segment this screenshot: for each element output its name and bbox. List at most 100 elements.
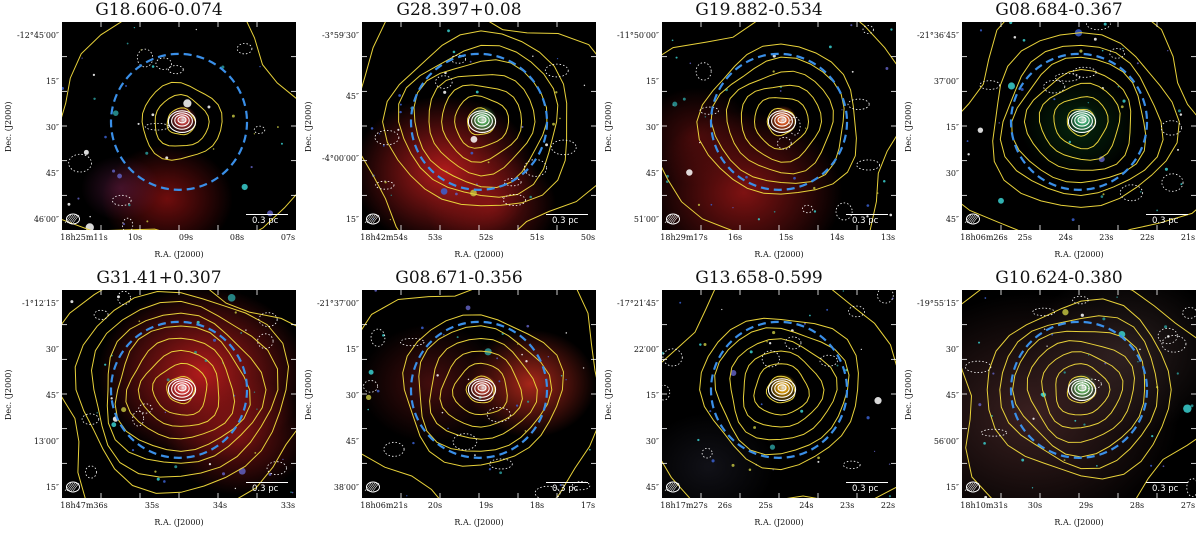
- star: [291, 491, 294, 494]
- star: [1179, 113, 1183, 116]
- ra-tick-label: 51s: [529, 233, 545, 242]
- star: [689, 62, 692, 65]
- negative-contour: [374, 130, 400, 146]
- star: [376, 389, 380, 393]
- star: [704, 116, 707, 118]
- dust-contour: [114, 325, 251, 452]
- negative-contour: [85, 465, 97, 479]
- negative-contour: [144, 122, 170, 131]
- star: [137, 122, 140, 125]
- panel-7: G13.658-0.599 0.3 pc -17°21′45″ 22′00″ 15″ 30…: [600, 268, 900, 536]
- star: [1177, 109, 1181, 113]
- star: [280, 142, 283, 145]
- star: [555, 91, 558, 94]
- dust-contour: [90, 300, 279, 478]
- star: [809, 314, 811, 317]
- dense-core-contour: [777, 116, 787, 124]
- star: [399, 110, 402, 114]
- star: [151, 65, 155, 68]
- star: [1100, 195, 1104, 198]
- star: [1063, 459, 1066, 462]
- negative-contour: [662, 384, 671, 401]
- star: [721, 308, 723, 311]
- star: [1137, 360, 1139, 363]
- dust-contour: [382, 30, 568, 207]
- star: [154, 470, 157, 473]
- negative-contour: [761, 350, 780, 368]
- negative-contour: [503, 178, 522, 187]
- star: [436, 374, 439, 377]
- ra-tick-label: 13s: [880, 233, 896, 242]
- star: [559, 483, 562, 487]
- dust-contour: [151, 362, 208, 416]
- negative-contour: [1186, 478, 1196, 497]
- panel-title: G19.882-0.534: [695, 0, 823, 20]
- beam-ellipse: [966, 481, 980, 493]
- dec-axis-label: Dec. (J2000): [4, 101, 13, 152]
- star: [769, 444, 776, 450]
- dec-axis-label: Dec. (J2000): [904, 101, 913, 152]
- star: [379, 133, 381, 135]
- dec-axis-label: Dec. (J2000): [904, 369, 913, 420]
- star: [1180, 183, 1183, 186]
- negative-contour: [253, 125, 266, 134]
- negative-contour: [1109, 48, 1125, 59]
- star: [70, 300, 74, 304]
- negative-contour: [819, 354, 838, 367]
- sky-image: 0.3 pc: [62, 22, 296, 230]
- negative-contour: [138, 403, 153, 414]
- star: [475, 90, 479, 94]
- star: [560, 375, 563, 377]
- ra-tick-label: 24s: [1058, 233, 1073, 242]
- star: [703, 343, 707, 347]
- star: [552, 122, 555, 126]
- star: [104, 135, 107, 139]
- star: [282, 458, 284, 461]
- ra-axis-label: R.A. (J2000): [754, 250, 804, 259]
- ra-tick-label: 26s: [717, 501, 732, 510]
- negative-contour: [136, 48, 154, 68]
- star: [526, 324, 530, 328]
- ra-tick-label: 25s: [758, 501, 773, 510]
- star: [67, 202, 71, 206]
- dust-contour-outer: [962, 22, 1196, 230]
- star: [682, 97, 686, 101]
- ra-tick-label: 25s: [1017, 233, 1032, 242]
- star: [828, 45, 832, 49]
- dust-contour: [765, 375, 796, 404]
- star: [866, 416, 870, 420]
- dec-tick-label: -21°37′00″: [316, 299, 359, 308]
- dec-tick-label: -21°36′45″: [916, 31, 959, 40]
- dust-contour: [1055, 363, 1111, 416]
- star: [556, 58, 559, 60]
- dec-tick-label: 45″: [345, 92, 359, 102]
- star: [195, 28, 197, 31]
- field-of-view-circle: [409, 320, 549, 459]
- star: [368, 369, 374, 375]
- star: [452, 50, 456, 54]
- star: [851, 70, 854, 73]
- ra-axis-label: R.A. (J2000): [1054, 250, 1104, 259]
- panel-8: G10.624-0.380 0.3 pc -19°55′15″ 30″ 45″ 56′00…: [900, 268, 1200, 536]
- dec-tick-label: 37′00″: [933, 77, 959, 86]
- field-of-view-circle: [1009, 52, 1149, 191]
- dec-tick-label: -12°45′00″: [16, 31, 59, 40]
- negative-contour: [383, 441, 405, 457]
- negative-contour: [980, 428, 1008, 437]
- dec-axis-label: Dec. (J2000): [304, 369, 313, 420]
- star: [565, 379, 567, 381]
- negative-contour: [848, 305, 866, 318]
- negative-contour: [1119, 184, 1144, 202]
- ra-axis-label: R.A. (J2000): [454, 518, 504, 527]
- star: [250, 165, 253, 169]
- beam-hatch: [968, 214, 976, 224]
- field-of-view-circle: [1009, 320, 1149, 459]
- dec-tick-label: -4°00′00″: [322, 153, 359, 163]
- dec-tick-label: 15″: [645, 77, 659, 86]
- sky-image-svg: [362, 290, 596, 498]
- star: [81, 57, 83, 59]
- star: [1032, 417, 1035, 420]
- star: [443, 334, 445, 336]
- ra-tick-label: 14s: [829, 233, 845, 242]
- beam-hatch: [664, 482, 672, 492]
